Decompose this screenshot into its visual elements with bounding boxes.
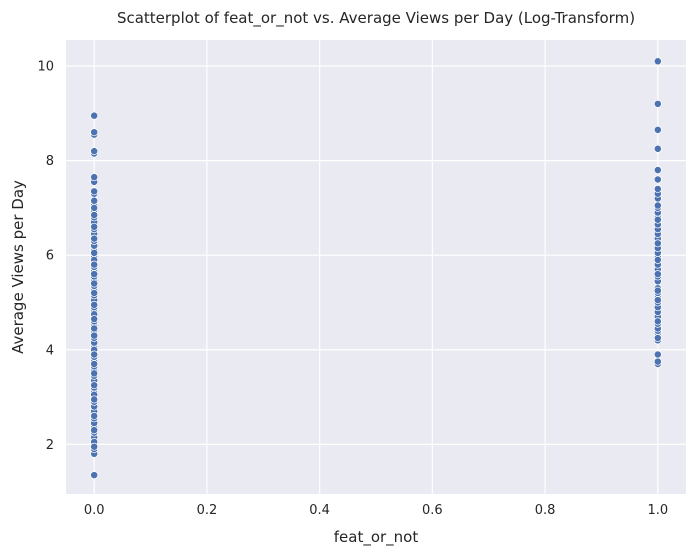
data-point <box>90 395 99 404</box>
data-point <box>653 185 662 193</box>
x-tick-label: 0.2 <box>197 503 218 518</box>
data-point <box>90 222 99 231</box>
plot-area <box>66 40 686 494</box>
data-point <box>653 175 662 184</box>
data-point <box>653 255 662 264</box>
y-axis-label: Average Views per Day <box>9 180 27 354</box>
data-point <box>653 270 662 279</box>
data-point <box>90 203 99 212</box>
data-point <box>90 442 99 451</box>
data-point <box>90 359 99 368</box>
data-point <box>653 317 662 326</box>
data-point <box>653 57 662 66</box>
y-tick-label: 10 <box>37 60 54 75</box>
x-tick-label: 0.6 <box>422 503 443 518</box>
y-tick-label: 6 <box>46 249 54 264</box>
y-tick-labels: 2 4 6 8 10 <box>37 60 54 453</box>
data-point <box>653 201 662 210</box>
data-point <box>90 331 99 340</box>
data-point <box>90 270 99 279</box>
y-tick-label: 4 <box>46 343 54 358</box>
data-point <box>653 99 662 108</box>
x-tick-label: 1.0 <box>647 503 668 518</box>
data-point <box>90 426 99 435</box>
data-point <box>90 173 99 182</box>
x-tick-labels: 0.0 0.2 0.4 0.6 0.8 1.0 <box>84 503 668 518</box>
data-point <box>653 296 662 305</box>
data-point <box>90 289 99 297</box>
data-point <box>653 125 662 134</box>
data-point <box>90 128 99 137</box>
data-point <box>90 300 99 309</box>
data-point <box>653 357 662 366</box>
data-point <box>653 350 662 359</box>
x-tick-label: 0.0 <box>84 503 105 518</box>
data-point <box>90 196 99 205</box>
y-tick-label: 2 <box>46 438 54 453</box>
data-point <box>653 144 662 153</box>
data-point <box>90 381 99 390</box>
chart-title: Scatterplot of feat_or_not vs. Average V… <box>117 9 635 28</box>
data-points <box>90 57 662 480</box>
data-point <box>90 234 99 243</box>
x-tick-label: 0.4 <box>309 503 330 518</box>
data-point <box>653 239 662 248</box>
data-point <box>90 248 99 257</box>
x-tick-label: 0.8 <box>535 503 556 518</box>
data-point <box>90 260 99 269</box>
data-point <box>653 286 662 295</box>
data-point <box>90 147 99 156</box>
data-point <box>90 350 99 359</box>
data-point <box>90 471 99 480</box>
data-point <box>90 279 99 288</box>
data-point <box>653 166 662 175</box>
x-axis-label: feat_or_not <box>334 528 419 547</box>
data-point <box>90 211 99 219</box>
data-point <box>90 187 99 196</box>
data-point <box>653 215 662 224</box>
data-point <box>90 324 99 333</box>
data-point <box>90 111 99 120</box>
data-point <box>90 315 99 323</box>
y-tick-label: 8 <box>46 154 54 169</box>
data-point <box>90 369 99 378</box>
data-point <box>90 412 99 420</box>
data-point <box>653 333 662 342</box>
